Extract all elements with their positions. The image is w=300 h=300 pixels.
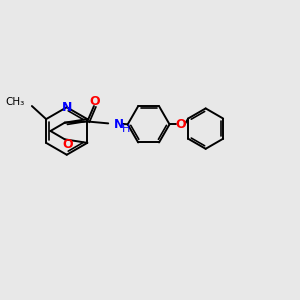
Text: O: O <box>90 95 101 108</box>
Text: H: H <box>122 124 130 134</box>
Text: N: N <box>113 118 123 131</box>
Text: N: N <box>61 101 72 114</box>
Text: CH₃: CH₃ <box>5 97 24 107</box>
Text: O: O <box>62 138 73 151</box>
Text: O: O <box>176 118 187 131</box>
